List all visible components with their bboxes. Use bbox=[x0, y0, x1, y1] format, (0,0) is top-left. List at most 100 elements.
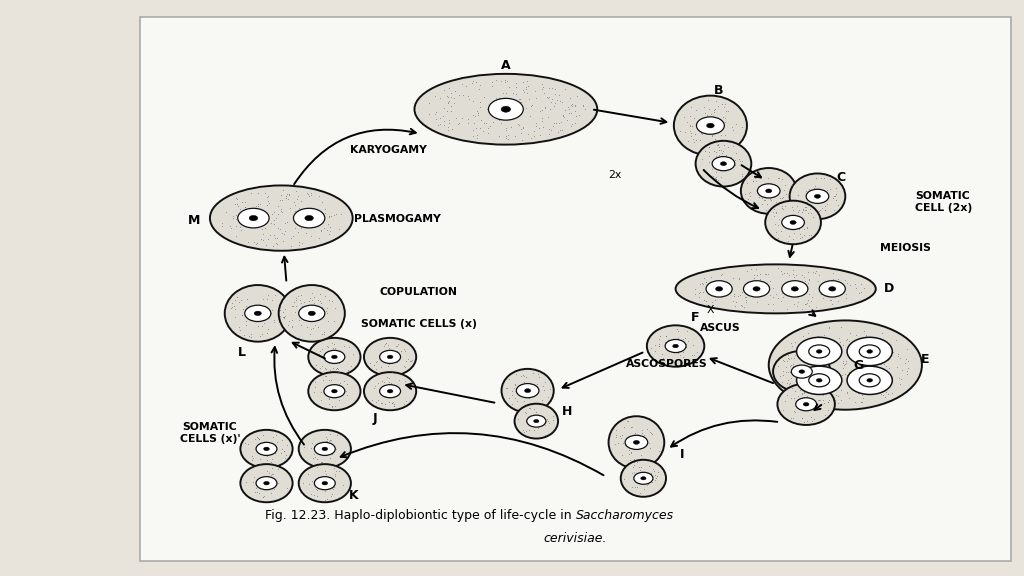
Ellipse shape bbox=[324, 350, 345, 363]
Text: KARYOGAMY: KARYOGAMY bbox=[350, 145, 427, 155]
Ellipse shape bbox=[769, 320, 922, 410]
Ellipse shape bbox=[502, 369, 554, 412]
Ellipse shape bbox=[674, 96, 746, 156]
Text: G: G bbox=[853, 359, 863, 372]
Ellipse shape bbox=[641, 477, 646, 480]
Ellipse shape bbox=[859, 374, 880, 387]
Ellipse shape bbox=[299, 305, 325, 321]
Ellipse shape bbox=[299, 464, 351, 502]
Ellipse shape bbox=[324, 385, 345, 398]
Ellipse shape bbox=[847, 338, 892, 366]
Text: SOMATIC
CELLS (x)': SOMATIC CELLS (x)' bbox=[179, 422, 241, 444]
Ellipse shape bbox=[777, 384, 835, 425]
Ellipse shape bbox=[308, 311, 315, 316]
Ellipse shape bbox=[676, 264, 876, 313]
Text: J: J bbox=[373, 412, 378, 425]
Ellipse shape bbox=[241, 430, 293, 468]
Ellipse shape bbox=[621, 460, 666, 497]
Text: COPULATION: COPULATION bbox=[380, 287, 458, 297]
Ellipse shape bbox=[245, 305, 270, 321]
Ellipse shape bbox=[387, 355, 393, 359]
Ellipse shape bbox=[790, 173, 846, 219]
Ellipse shape bbox=[387, 389, 393, 393]
Ellipse shape bbox=[332, 389, 337, 393]
Ellipse shape bbox=[695, 141, 752, 187]
Ellipse shape bbox=[814, 194, 820, 198]
Ellipse shape bbox=[816, 378, 822, 382]
Ellipse shape bbox=[707, 281, 732, 297]
Ellipse shape bbox=[364, 338, 416, 376]
Text: C: C bbox=[837, 170, 846, 184]
Ellipse shape bbox=[526, 415, 546, 427]
Text: ASCOSPORES: ASCOSPORES bbox=[626, 359, 708, 369]
Ellipse shape bbox=[720, 162, 727, 166]
Ellipse shape bbox=[847, 366, 892, 395]
Ellipse shape bbox=[524, 389, 530, 393]
Ellipse shape bbox=[308, 338, 360, 376]
Ellipse shape bbox=[238, 209, 269, 228]
Ellipse shape bbox=[263, 482, 269, 485]
Ellipse shape bbox=[741, 168, 797, 214]
Text: cerivisiae.: cerivisiae. bbox=[544, 532, 607, 545]
Ellipse shape bbox=[866, 378, 872, 382]
Text: F: F bbox=[690, 311, 699, 324]
Ellipse shape bbox=[308, 372, 360, 410]
Ellipse shape bbox=[380, 350, 400, 363]
Ellipse shape bbox=[322, 447, 328, 450]
Ellipse shape bbox=[224, 285, 291, 342]
Text: 2x: 2x bbox=[608, 169, 622, 180]
Text: D: D bbox=[884, 282, 894, 295]
Ellipse shape bbox=[332, 355, 337, 359]
Ellipse shape bbox=[625, 435, 648, 449]
Ellipse shape bbox=[766, 189, 772, 193]
Ellipse shape bbox=[797, 338, 842, 366]
Text: SOMATIC
CELL (2x): SOMATIC CELL (2x) bbox=[915, 191, 972, 213]
Ellipse shape bbox=[488, 98, 523, 120]
Ellipse shape bbox=[314, 442, 335, 456]
Ellipse shape bbox=[803, 403, 809, 406]
Ellipse shape bbox=[816, 350, 822, 353]
Text: B: B bbox=[715, 84, 724, 97]
Ellipse shape bbox=[322, 482, 328, 485]
Ellipse shape bbox=[364, 372, 416, 410]
Ellipse shape bbox=[294, 209, 325, 228]
Text: H: H bbox=[561, 405, 572, 418]
Text: SOMATIC CELLS (x): SOMATIC CELLS (x) bbox=[360, 319, 477, 329]
Ellipse shape bbox=[797, 366, 842, 395]
Ellipse shape bbox=[314, 477, 335, 490]
Text: Saccharomyces: Saccharomyces bbox=[575, 509, 674, 522]
Ellipse shape bbox=[781, 215, 805, 229]
Text: ASCUS: ASCUS bbox=[700, 323, 741, 333]
Ellipse shape bbox=[809, 345, 829, 358]
Ellipse shape bbox=[666, 339, 686, 353]
Ellipse shape bbox=[806, 190, 828, 203]
Text: I: I bbox=[680, 448, 684, 461]
Ellipse shape bbox=[241, 464, 293, 502]
Ellipse shape bbox=[716, 287, 723, 291]
Ellipse shape bbox=[608, 416, 665, 468]
Text: PLASMOGAMY: PLASMOGAMY bbox=[353, 214, 440, 224]
Ellipse shape bbox=[254, 311, 261, 316]
Ellipse shape bbox=[263, 447, 269, 450]
Ellipse shape bbox=[501, 106, 511, 112]
Ellipse shape bbox=[743, 281, 770, 297]
Ellipse shape bbox=[249, 215, 258, 221]
Ellipse shape bbox=[809, 374, 829, 387]
Ellipse shape bbox=[515, 404, 558, 438]
Ellipse shape bbox=[256, 477, 276, 490]
Text: M: M bbox=[188, 214, 201, 228]
Ellipse shape bbox=[256, 442, 276, 456]
Ellipse shape bbox=[534, 419, 539, 423]
Ellipse shape bbox=[634, 472, 653, 484]
Ellipse shape bbox=[790, 221, 797, 225]
Ellipse shape bbox=[712, 157, 735, 170]
Ellipse shape bbox=[380, 385, 400, 398]
Text: K: K bbox=[349, 489, 358, 502]
Ellipse shape bbox=[799, 370, 805, 373]
Text: L: L bbox=[239, 346, 246, 359]
Ellipse shape bbox=[633, 441, 640, 444]
Ellipse shape bbox=[828, 287, 836, 291]
Ellipse shape bbox=[781, 281, 808, 297]
Ellipse shape bbox=[516, 384, 539, 398]
Ellipse shape bbox=[792, 287, 799, 291]
